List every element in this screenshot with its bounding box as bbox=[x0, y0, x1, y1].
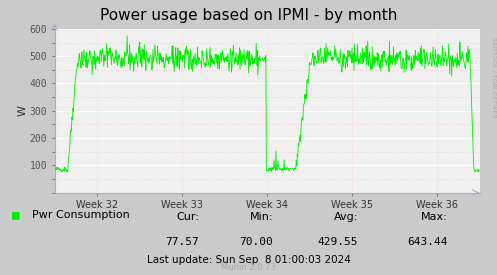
Text: Munin 2.0.73: Munin 2.0.73 bbox=[221, 263, 276, 272]
Text: RRDTOOL / TOBI OETIKER: RRDTOOL / TOBI OETIKER bbox=[491, 37, 496, 117]
Text: Max:: Max: bbox=[420, 212, 447, 222]
Text: Avg:: Avg: bbox=[333, 212, 358, 222]
Text: 77.57: 77.57 bbox=[165, 237, 199, 247]
Text: Power usage based on IPMI - by month: Power usage based on IPMI - by month bbox=[100, 8, 397, 23]
Text: 643.44: 643.44 bbox=[407, 237, 447, 247]
Text: Cur:: Cur: bbox=[176, 212, 199, 222]
Text: 429.55: 429.55 bbox=[318, 237, 358, 247]
Text: Last update: Sun Sep  8 01:00:03 2024: Last update: Sun Sep 8 01:00:03 2024 bbox=[147, 255, 350, 265]
Text: 70.00: 70.00 bbox=[240, 237, 273, 247]
Text: Pwr Consumption: Pwr Consumption bbox=[32, 210, 130, 219]
Y-axis label: W: W bbox=[18, 105, 28, 116]
Text: Min:: Min: bbox=[250, 212, 273, 222]
Text: ■: ■ bbox=[12, 208, 20, 221]
